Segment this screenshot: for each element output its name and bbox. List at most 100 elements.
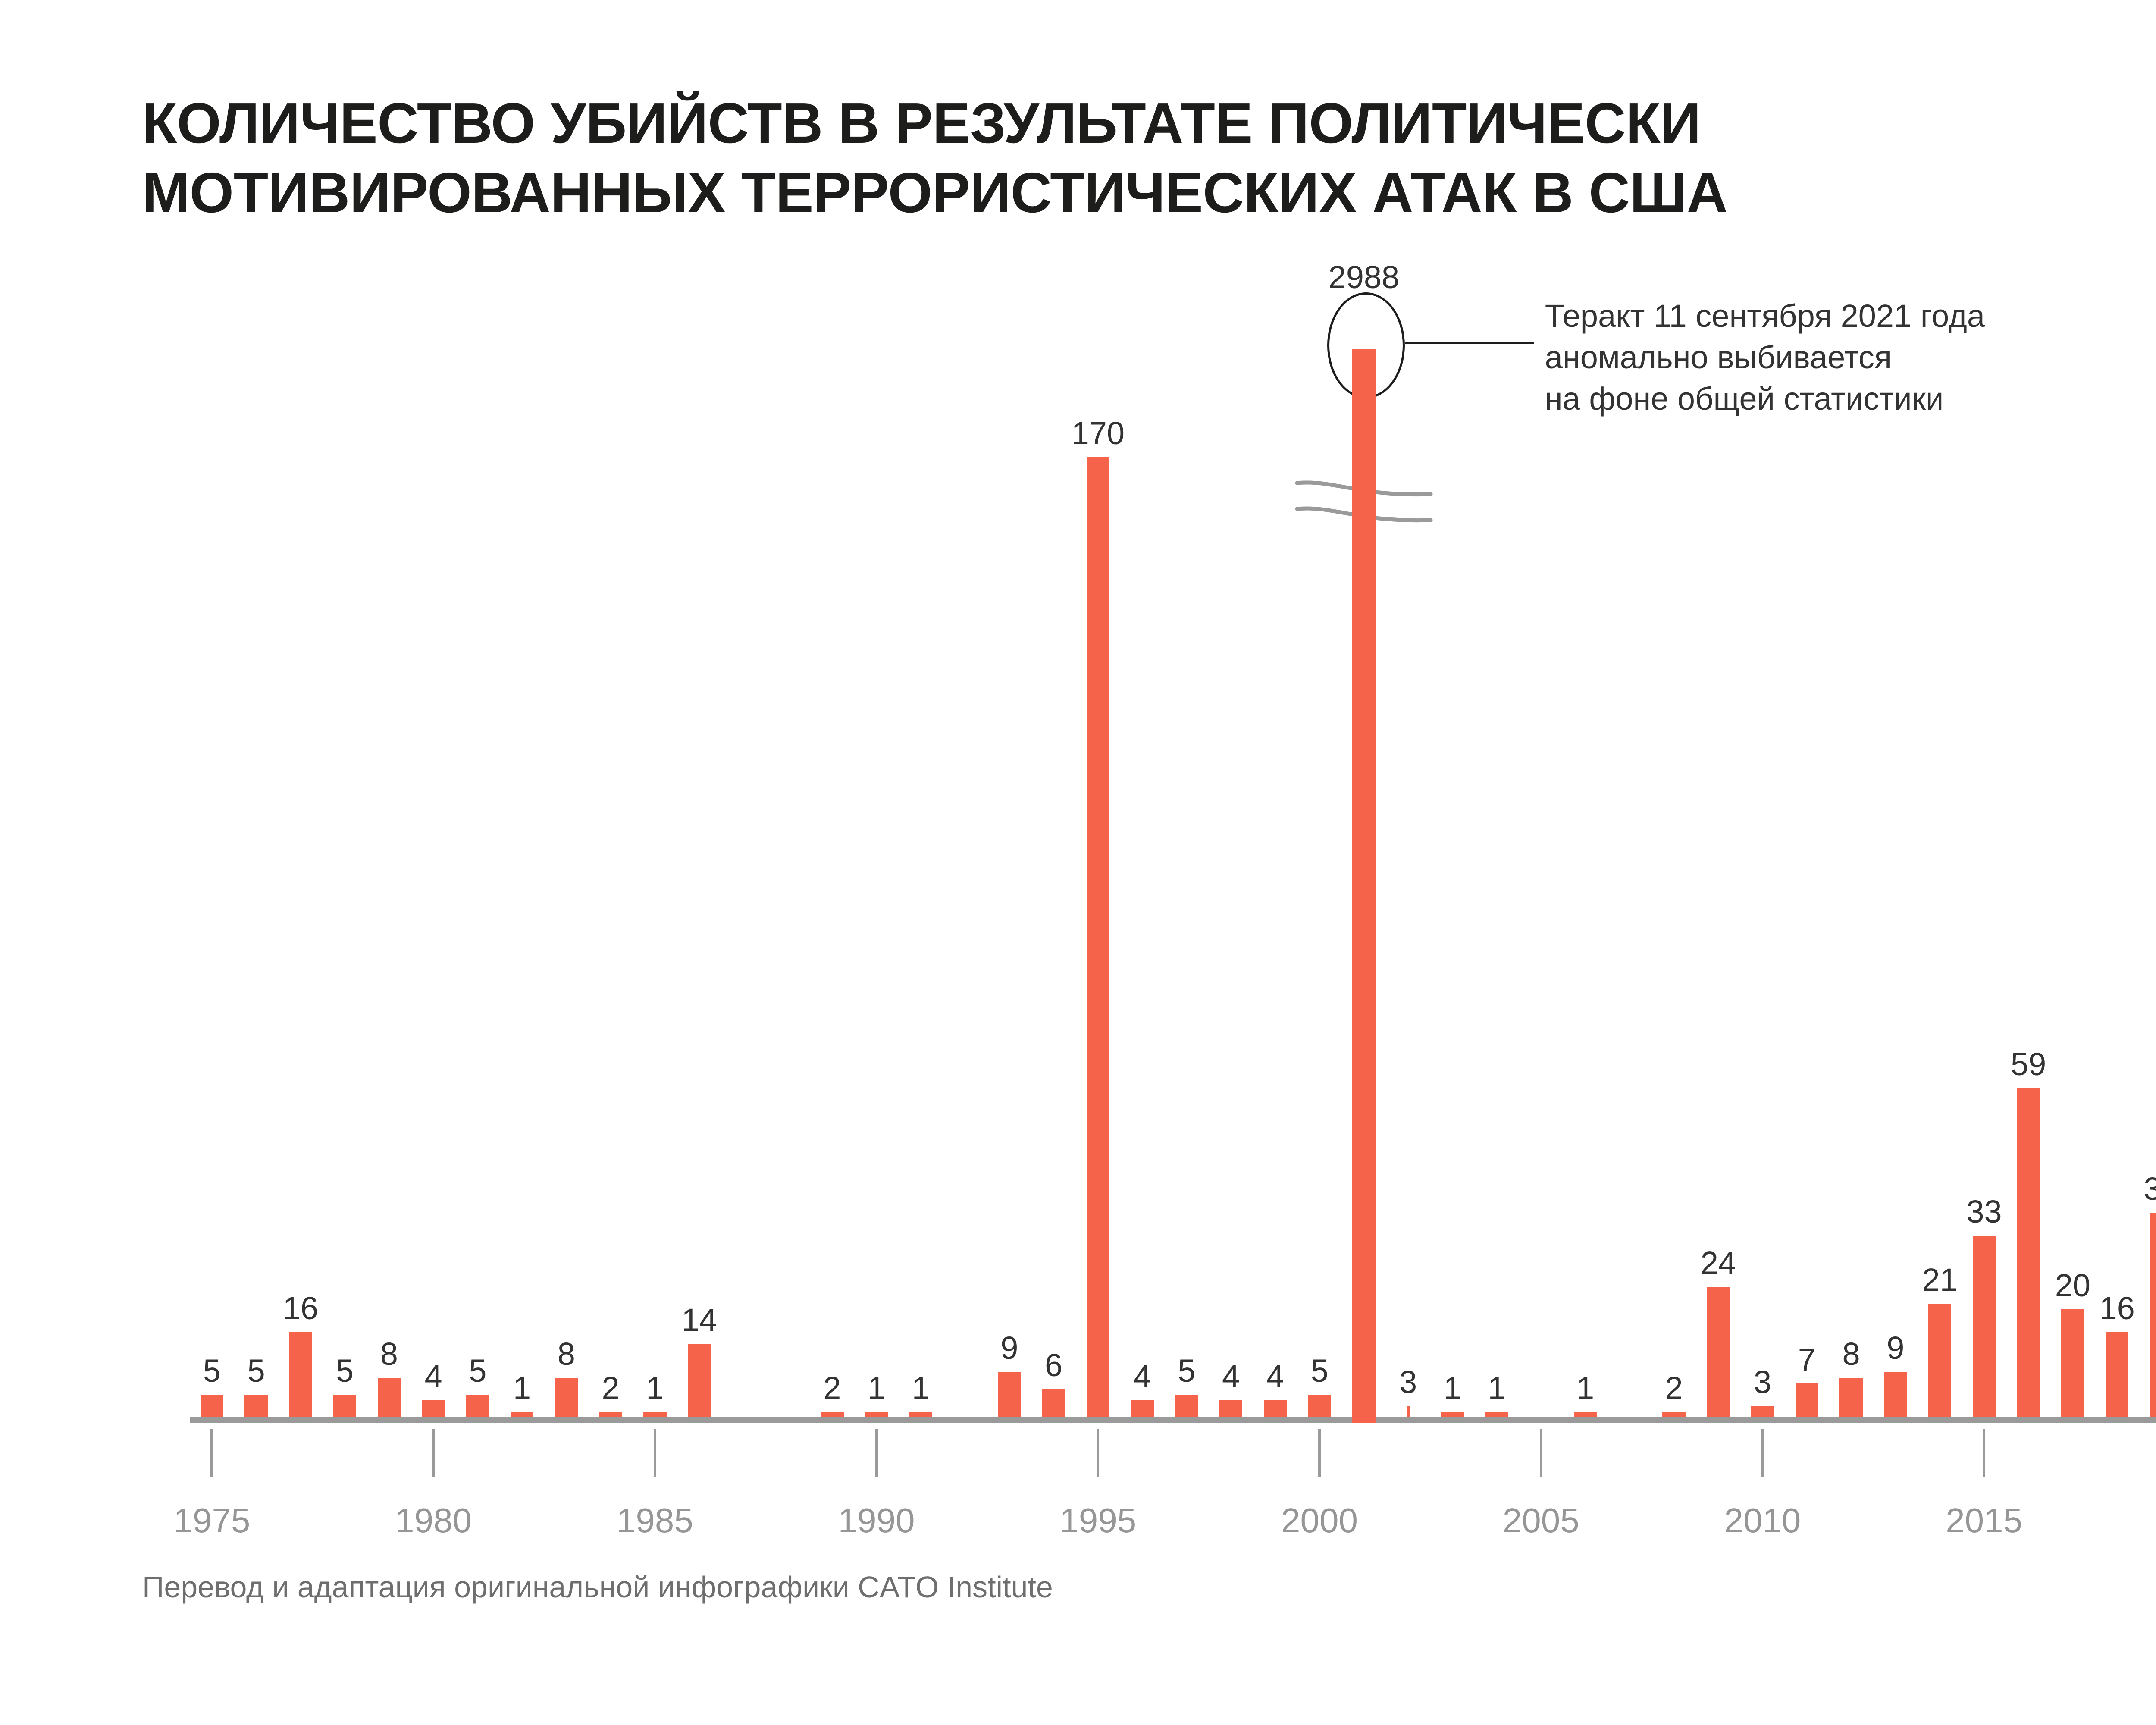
bar-cell: 5: [234, 302, 279, 1423]
tick-label-2000: 2000: [1281, 1501, 1358, 1540]
bar-1979[interactable]: 8: [377, 1338, 401, 1423]
bar-cell: 14: [677, 302, 721, 1423]
tick-2010: [1761, 1429, 1764, 1477]
bar-value-label: 9: [1887, 1330, 1905, 1366]
bar-cell: 2: [589, 302, 633, 1423]
bar-value-label: 2: [1665, 1370, 1683, 1406]
bar-value-label: 33: [1966, 1194, 2002, 1230]
tick-2000: [1318, 1429, 1321, 1477]
bar-value-label: 4: [1133, 1358, 1151, 1395]
bar-value-label: 59: [2010, 1046, 2046, 1082]
bar-cell: 3: [1740, 302, 1785, 1423]
bar-cell: 2988: [1329, 261, 1399, 1423]
bar-2018[interactable]: 16: [2099, 1292, 2135, 1423]
bar-1977[interactable]: 16: [283, 1292, 318, 1423]
bar-cell: 5: [1165, 302, 1209, 1423]
tick-label-1995: 1995: [1059, 1501, 1137, 1540]
bar-2015[interactable]: 33: [1966, 1196, 2002, 1423]
tick-1990: [875, 1429, 878, 1477]
bar-cell: 1: [500, 302, 544, 1423]
bar-1983[interactable]: 8: [555, 1338, 578, 1423]
annotation-line-3: на фоне общей статистики: [1545, 381, 1944, 417]
tick-2005: [1539, 1429, 1542, 1477]
bar-value-label: 21: [1922, 1262, 1958, 1298]
tick-label-1980: 1980: [395, 1501, 472, 1540]
bar-value-label: 9: [1000, 1330, 1018, 1366]
bar-cell: 4: [1120, 302, 1165, 1423]
bar-2009[interactable]: 24: [1701, 1247, 1736, 1423]
header: КОЛИЧЕСТВО УБИЙСТВ В РЕЗУЛЬТАТЕ ПОЛИТИЧЕ…: [142, 88, 2156, 227]
bar-value-label: 37: [2143, 1171, 2156, 1207]
bar-cell: 8: [1829, 302, 1874, 1423]
bar-value-label: 20: [2055, 1267, 2091, 1304]
tick-label-1985: 1985: [616, 1501, 693, 1540]
bar-cell: 1: [854, 302, 899, 1423]
bar-cell: 0: [721, 302, 766, 1423]
bar-cell: 33: [1962, 302, 2006, 1423]
plot-area: 5516584518211400211096170454452988311010…: [173, 261, 2156, 1540]
tick-label-2015: 2015: [1946, 1501, 2023, 1540]
bar-cell: 0: [766, 302, 810, 1423]
bar-value-label: 1: [1488, 1370, 1506, 1406]
bar-2016[interactable]: 59: [2011, 1048, 2046, 1423]
tick-label-2010: 2010: [1724, 1501, 1801, 1540]
leader-line: [1404, 342, 1534, 344]
bar-chart: 5516584518211400211096170454452988311010…: [142, 261, 2156, 1540]
bar-value-label: 1: [868, 1370, 886, 1406]
bar-value-label: 5: [469, 1353, 487, 1389]
bar-cell: 21: [1918, 302, 1962, 1423]
bar-cell: 4: [1209, 302, 1253, 1423]
bar-cell: 4: [1253, 302, 1297, 1423]
bar-value-label: 6: [1045, 1347, 1063, 1383]
bar-2011[interactable]: 7: [1795, 1343, 1819, 1423]
bar-value-label: 3: [1754, 1364, 1772, 1400]
bar-2010[interactable]: 3: [1751, 1366, 1774, 1423]
bar-1980[interactable]: 4: [422, 1361, 445, 1423]
bar-cell: 5: [190, 302, 234, 1423]
bar-1995[interactable]: 170: [1072, 417, 1125, 1423]
bar-cell: 5: [1297, 302, 1342, 1423]
tick-1975: [210, 1429, 213, 1477]
bar-2014[interactable]: 21: [1922, 1264, 1958, 1423]
bar-2002[interactable]: 3: [1399, 1366, 1417, 1423]
bar-value-label: 24: [1700, 1245, 1736, 1281]
bar-value-label: 16: [2099, 1290, 2135, 1327]
bar-1986[interactable]: 14: [681, 1304, 717, 1423]
bar-value-label: 2: [823, 1370, 841, 1406]
annotation-text: Теракт 11 сентября 2021 года аномально в…: [1545, 295, 1985, 420]
tick-1995: [1097, 1429, 1100, 1477]
bar-value-label: 1: [513, 1370, 531, 1406]
bar-value-label: 8: [557, 1336, 575, 1372]
bar-value-label: 1: [1443, 1370, 1461, 1406]
bar-1993[interactable]: 9: [998, 1332, 1021, 1423]
bar-cell: 5: [323, 302, 367, 1423]
bar-cell: 20: [2051, 302, 2095, 1423]
bar-cell: 0: [1608, 302, 1652, 1423]
bar-cell: 1: [1430, 302, 1475, 1423]
bar-cell: 0: [943, 302, 987, 1423]
source-caption: Перевод и адаптация оригинальной инфогра…: [142, 1570, 1053, 1604]
bar-value-label: 2: [602, 1370, 620, 1406]
bar-value-label: 3: [1399, 1364, 1417, 1400]
tick-label-1975: 1975: [173, 1501, 251, 1540]
bar-cell: 2: [1652, 302, 1696, 1423]
bar-cell: 4: [411, 302, 456, 1423]
bar-cell: 9: [1874, 302, 1918, 1423]
annotation-line-1: Теракт 11 сентября 2021 года: [1545, 298, 1985, 334]
bar-value-label: 5: [203, 1353, 221, 1389]
bar-value-label: 5: [336, 1353, 354, 1389]
bar-cell: 1: [633, 302, 677, 1423]
bar-value-label: 8: [1842, 1336, 1860, 1372]
x-axis-ticks: [190, 1423, 2156, 1477]
bar-cell: 6: [1031, 302, 1076, 1423]
bar-cell: 16: [279, 302, 323, 1423]
bar-value-label: 16: [282, 1290, 319, 1327]
tick-label-1990: 1990: [838, 1501, 915, 1540]
bar-value-label: 1: [912, 1370, 930, 1406]
bar-2017[interactable]: 20: [2055, 1270, 2090, 1423]
bar-2019[interactable]: 37: [2143, 1173, 2156, 1423]
bar-2001[interactable]: 2988: [1329, 261, 1399, 1423]
bar-2012[interactable]: 8: [1839, 1338, 1863, 1423]
bar-2013[interactable]: 9: [1884, 1332, 1907, 1423]
